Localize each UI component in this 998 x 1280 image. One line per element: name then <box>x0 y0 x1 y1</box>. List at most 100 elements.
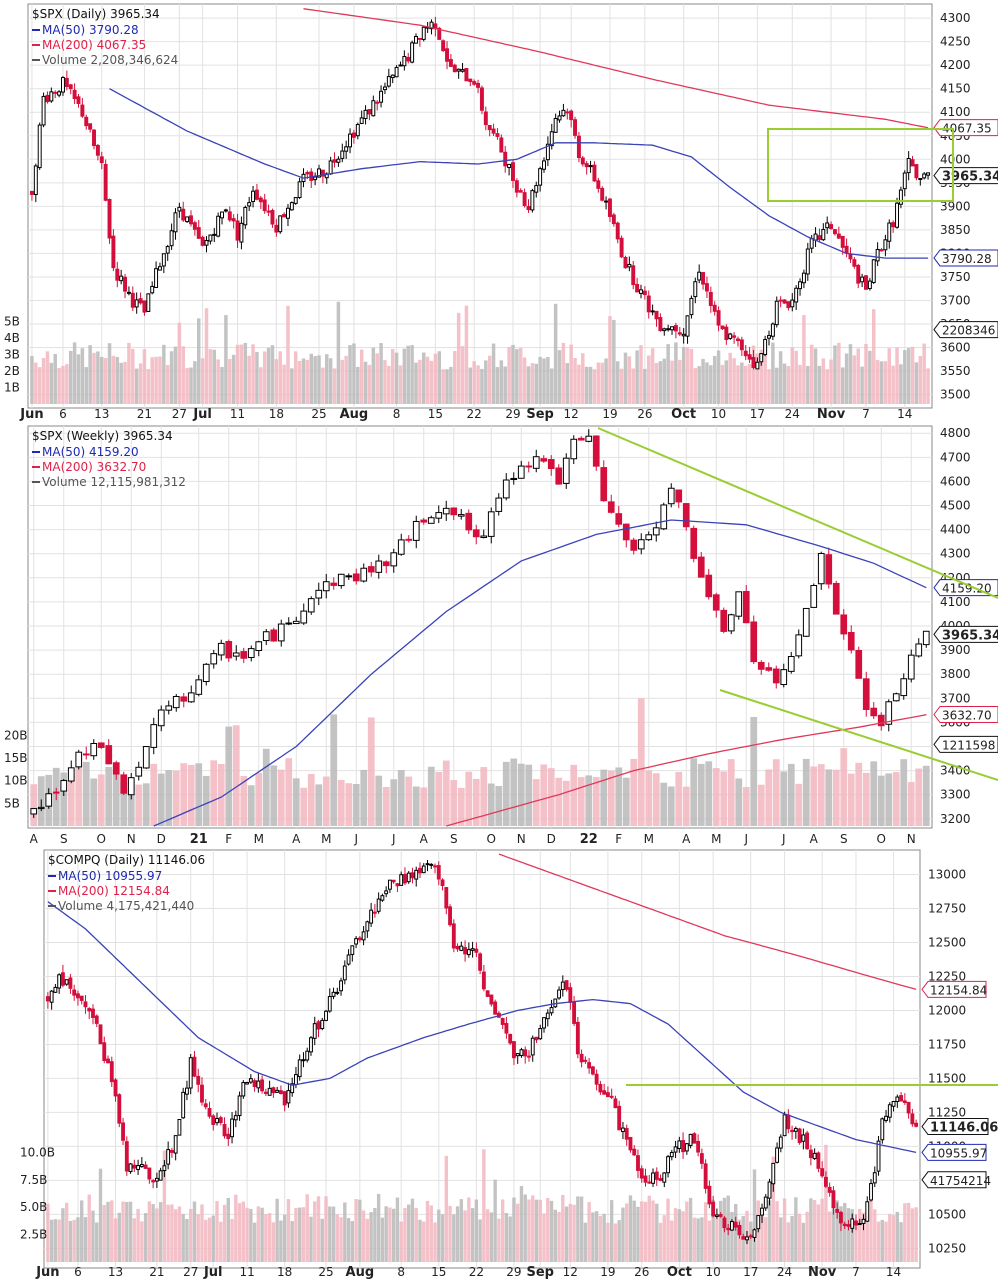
candle-body <box>150 285 155 294</box>
candle-body <box>429 21 434 30</box>
candle-body <box>351 132 356 138</box>
candle-body <box>748 1235 753 1238</box>
volume-bar <box>226 1198 230 1262</box>
candle-body <box>169 1149 174 1153</box>
candle-body <box>795 634 803 657</box>
volume-bar <box>237 1203 242 1262</box>
candle-body <box>596 180 601 189</box>
volume-bar <box>615 767 623 826</box>
candle-body <box>418 867 422 874</box>
volume-bar <box>410 1198 415 1262</box>
candle-body <box>80 104 85 117</box>
volume-bar <box>609 1200 614 1262</box>
volume-bar <box>594 1211 599 1262</box>
price-tick-label: 4800 <box>940 426 971 440</box>
candle-body <box>177 206 182 212</box>
volume-bar <box>910 346 915 404</box>
volume-bar <box>232 725 240 826</box>
volume-bar <box>705 761 713 826</box>
candle-body <box>829 224 834 230</box>
candle-body <box>827 1186 832 1193</box>
candle-body <box>390 552 398 567</box>
price-flag-label: 2208346 <box>942 324 995 338</box>
candle-body <box>106 1058 110 1064</box>
candle-body <box>902 172 907 190</box>
x-tick-label: 19 <box>602 407 617 421</box>
volume-bar <box>309 1216 313 1262</box>
volume-bar <box>256 1206 261 1262</box>
volume-bar <box>697 366 701 404</box>
candle-body <box>602 1090 607 1095</box>
candle-body <box>192 222 197 230</box>
volume-bar <box>331 1206 336 1262</box>
volume-bar <box>493 1179 497 1262</box>
volume-bar <box>872 309 876 404</box>
volume-bar <box>690 758 698 826</box>
volume-bar <box>427 766 435 826</box>
volume-bar <box>617 1220 621 1262</box>
volume-bar <box>678 359 682 404</box>
candle-body <box>627 263 632 268</box>
volume-bar <box>228 358 232 404</box>
chart-title: $SPX (Weekly) 3965.34 <box>32 429 173 443</box>
volume-bar <box>255 772 263 826</box>
volume-bar <box>433 353 438 404</box>
candle-body <box>212 233 217 236</box>
candle-body <box>583 1059 588 1062</box>
volume-bar <box>322 776 330 826</box>
candle-body <box>660 504 668 530</box>
candle-body <box>836 233 841 239</box>
price-flag-label: 3790.28 <box>942 252 992 266</box>
candle-body <box>685 315 690 337</box>
volume-bar <box>895 347 899 404</box>
volume-bar <box>846 1208 851 1262</box>
candle-body <box>647 1181 652 1184</box>
price-tick-label: 4400 <box>940 523 971 537</box>
candle-body <box>503 151 508 167</box>
volume-bar <box>771 342 775 404</box>
volume-bar <box>816 1204 821 1262</box>
volume-bar <box>546 356 550 404</box>
x-tick-label: 10 <box>706 1265 721 1279</box>
volume-bar <box>809 1198 813 1262</box>
candle-body <box>790 299 795 308</box>
candle-body <box>161 253 166 267</box>
volume-bar <box>252 1222 257 1262</box>
candle-body <box>267 1087 272 1096</box>
trendline-upper <box>597 427 998 599</box>
volume-bar <box>448 1205 452 1262</box>
candle-body <box>278 215 283 233</box>
volume-bar <box>540 764 548 826</box>
candle-body <box>135 766 143 777</box>
candle-body <box>579 1053 584 1063</box>
candle-body <box>512 1041 516 1059</box>
volume-bar <box>41 358 46 404</box>
volume-bar <box>162 344 166 404</box>
volume-bar <box>692 1217 697 1262</box>
candle-body <box>441 40 446 52</box>
candle-body <box>615 513 623 525</box>
x-tick-label: 24 <box>785 407 800 421</box>
volume-bar <box>449 366 453 404</box>
candle-body <box>256 1080 261 1089</box>
x-tick-label: Sep <box>526 407 554 422</box>
volume-bar <box>606 1222 610 1262</box>
volume-bar <box>367 717 375 826</box>
volume-bar <box>516 1203 520 1262</box>
volume-bar <box>737 1219 742 1262</box>
candle-body <box>639 289 643 294</box>
annotations <box>597 128 998 1086</box>
x-tick-label: A <box>30 832 39 846</box>
legend-entry: Volume 4,175,421,440 <box>58 899 194 913</box>
candle-body <box>751 356 756 368</box>
volume-bar <box>855 762 863 826</box>
candle-body <box>542 1017 546 1029</box>
x-tick-label: 22 <box>580 832 598 847</box>
price-flag <box>921 1118 989 1136</box>
candle-body <box>305 171 310 175</box>
volume-bar <box>743 365 748 404</box>
candle-body <box>832 229 837 235</box>
volume-bar <box>131 348 135 404</box>
volume-bar <box>30 784 38 826</box>
volume-bar <box>562 780 570 826</box>
